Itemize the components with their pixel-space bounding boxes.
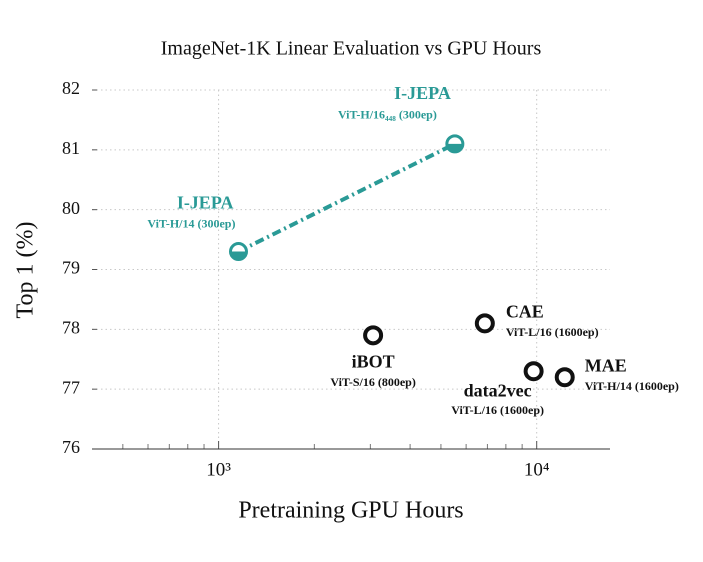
point-name: I-JEPA: [177, 193, 234, 213]
point-detail: ViT-L/16 (1600ep): [451, 403, 544, 417]
point-name: MAE: [585, 355, 627, 375]
y-tick-label: 82: [62, 78, 80, 98]
y-tick-label: 77: [62, 377, 80, 397]
chart-title: ImageNet-1K Linear Evaluation vs GPU Hou…: [161, 38, 542, 60]
series-line: [237, 142, 456, 254]
y-tick-label: 79: [62, 258, 80, 278]
x-tick-label: 10⁴: [524, 459, 550, 480]
marker: [363, 325, 384, 346]
marker-half: [230, 251, 247, 260]
point-detail: ViT-H/14 (300ep): [147, 216, 235, 230]
marker: [474, 313, 495, 334]
marker-half: [446, 143, 463, 152]
point-detail: ViT-S/16 (800ep): [330, 375, 415, 389]
point-detail: ViT-L/16 (1600ep): [506, 325, 599, 339]
y-axis-label: Top 1 (%): [13, 222, 39, 319]
y-tick-label: 76: [62, 437, 80, 457]
marker: [554, 367, 575, 388]
point-name: CAE: [506, 301, 544, 321]
x-axis-label: Pretraining GPU Hours: [238, 498, 463, 524]
y-tick-label: 78: [62, 317, 80, 337]
point-name: I-JEPA: [394, 83, 451, 103]
marker: [523, 361, 544, 382]
point-name: iBOT: [352, 351, 395, 371]
x-tick-label: 10³: [206, 459, 231, 480]
point-detail: ViT-H/16₄₄₈ (300ep): [338, 108, 437, 122]
point-detail: ViT-H/14 (1600ep): [585, 379, 679, 393]
y-tick-label: 80: [62, 198, 80, 218]
y-tick-label: 81: [62, 138, 80, 158]
point-name: data2vec: [464, 380, 532, 400]
